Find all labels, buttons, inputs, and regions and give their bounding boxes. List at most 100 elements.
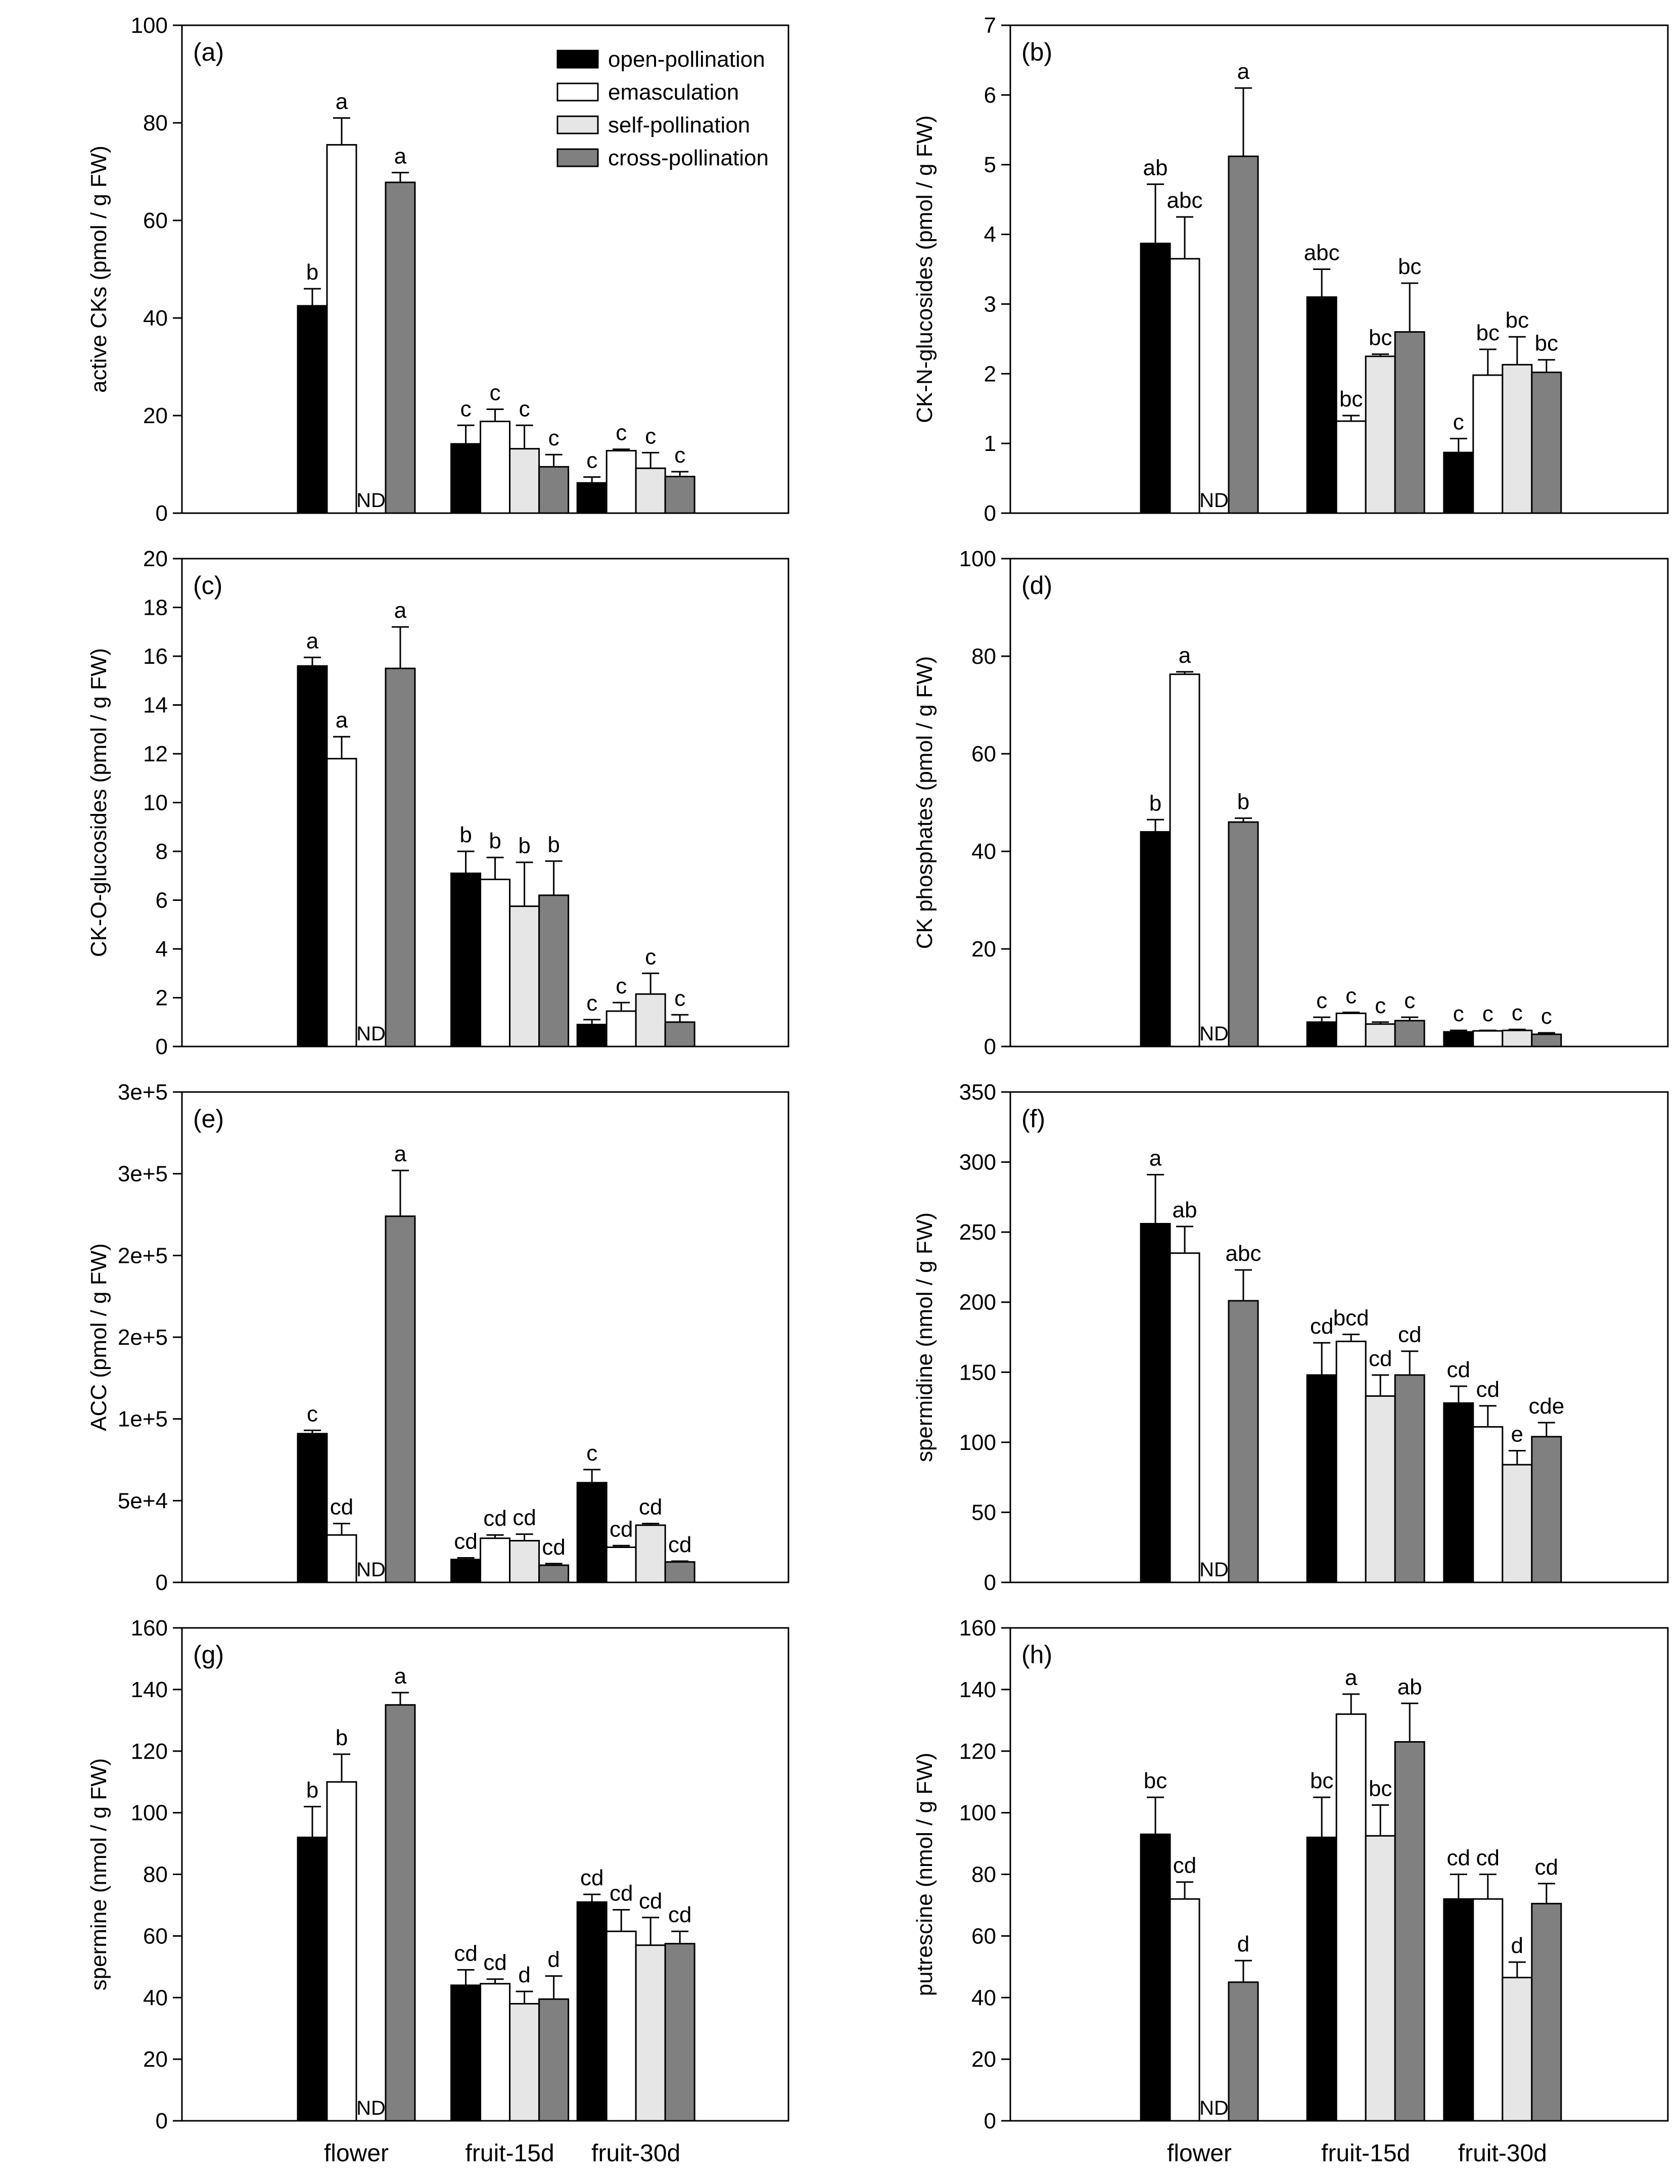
y-tick-label: 300 xyxy=(959,1150,996,1175)
bar-cross-pollination xyxy=(1531,1902,1562,2122)
bar-open-pollination xyxy=(450,1984,482,2122)
bar-open-pollination xyxy=(1306,1374,1337,1583)
bar-cross-pollination xyxy=(385,1215,416,1583)
y-axis-title: CK phosphates (pmol / g FW) xyxy=(912,656,937,949)
panel-label: (h) xyxy=(1021,1641,1052,1669)
bar-open-pollination xyxy=(1443,1898,1474,2122)
significance-letter: a xyxy=(1149,1146,1162,1171)
bar-emasculation xyxy=(1169,1898,1200,2122)
bar-emasculation xyxy=(1169,1252,1200,1583)
nd-label: ND xyxy=(356,2097,386,2119)
y-tick-label: 140 xyxy=(131,1677,168,1702)
significance-letter: b xyxy=(306,1778,318,1802)
bar-self-pollination xyxy=(635,1944,666,2122)
bar-cross-pollination xyxy=(538,466,570,514)
significance-letter: cd xyxy=(639,1889,662,1914)
legend-swatch-emasculation xyxy=(556,82,599,102)
bar-emasculation xyxy=(1472,1030,1504,1048)
significance-letter: cd xyxy=(454,1529,477,1554)
bar-cross-pollination xyxy=(1394,1020,1425,1048)
significance-letter: c xyxy=(1375,993,1386,1018)
significance-letter: c xyxy=(1404,988,1415,1013)
bar-cross-pollination xyxy=(1531,1436,1562,1583)
bar-open-pollination xyxy=(1140,242,1171,514)
bar-open-pollination xyxy=(1140,831,1171,1048)
y-tick-label: 7 xyxy=(984,13,996,38)
significance-letter: cd xyxy=(1398,1323,1421,1347)
bar-emasculation xyxy=(480,1537,511,1583)
significance-letter: a xyxy=(1345,1665,1358,1690)
significance-letter: a xyxy=(394,598,407,623)
bar-emasculation xyxy=(480,1983,511,2122)
legend-swatch-cross-pollination xyxy=(556,148,599,167)
panel-label: (d) xyxy=(1021,571,1052,600)
legend-swatch-open-pollination xyxy=(556,50,599,69)
significance-letter: cd xyxy=(610,1517,633,1541)
significance-letter: bcd xyxy=(1333,1305,1369,1330)
y-tick-label: 100 xyxy=(959,1430,996,1455)
y-tick-label: 0 xyxy=(156,1570,168,1595)
significance-letter: bc xyxy=(1506,308,1529,333)
bar-emasculation xyxy=(1335,1713,1367,2122)
y-tick-label: 160 xyxy=(131,1616,168,1641)
bar-emasculation xyxy=(1472,374,1504,514)
y-tick-label: 6 xyxy=(984,83,996,108)
bar-open-pollination xyxy=(1443,451,1474,514)
chart-panel-6: 0 20 40 60 80 100 120 140 160 spermine (nmol / g … xyxy=(86,1616,789,2167)
y-tick-label: 20 xyxy=(971,937,996,962)
bar-self-pollination xyxy=(509,2003,540,2122)
nd-label: ND xyxy=(356,1559,386,1581)
bar-emasculation xyxy=(326,144,357,514)
significance-letter: bc xyxy=(1369,326,1392,350)
significance-letter: c xyxy=(645,424,656,448)
bar-cross-pollination xyxy=(385,181,416,514)
significance-letter: c xyxy=(1453,410,1464,434)
significance-letter: d xyxy=(1511,1933,1523,1958)
bar-cross-pollination xyxy=(664,1021,695,1048)
bar-emasculation xyxy=(1169,673,1200,1048)
y-tick-label: 14 xyxy=(143,693,168,718)
significance-letter: abc xyxy=(1167,188,1203,213)
nd-label: ND xyxy=(1199,2097,1229,2119)
nd-label: ND xyxy=(356,1023,386,1045)
significance-letter: cd xyxy=(512,1506,536,1530)
significance-letter: a xyxy=(1237,59,1250,84)
bar-self-pollination xyxy=(1365,1395,1396,1583)
bar-open-pollination xyxy=(297,1836,328,2122)
significance-letter: cd xyxy=(1310,1314,1333,1339)
y-tick-label: 4 xyxy=(156,937,168,962)
chart-panel-2: 0 2 4 6 8 10 12 14 16 18 20 CK-O-glucosides (pmol /… xyxy=(86,547,789,1059)
chart-panel-1: 0 1 2 3 4 5 6 7 CK-N-glucosides (pmol / g FW) (b)… xyxy=(912,13,1669,526)
bar-emasculation xyxy=(326,1781,357,2122)
significance-letter: cd xyxy=(668,1902,691,1927)
chart-panel-0: 0 20 40 60 80 100 active CKs (pmol / g FW) (a) b… xyxy=(86,13,789,526)
y-tick-label: 100 xyxy=(959,1801,996,1826)
significance-letter: c xyxy=(1453,1002,1464,1026)
bar-open-pollination xyxy=(297,665,328,1048)
bar-open-pollination xyxy=(1140,1833,1171,2122)
significance-letter: b xyxy=(459,823,472,847)
y-tick-label: 60 xyxy=(143,1924,168,1948)
y-tick-label: 60 xyxy=(971,1924,996,1948)
bar-emasculation xyxy=(1472,1426,1504,1583)
y-tick-label: 60 xyxy=(143,208,168,233)
y-tick-label: 20 xyxy=(143,547,168,571)
bar-emasculation xyxy=(326,758,357,1048)
y-tick-label: 16 xyxy=(143,644,168,669)
significance-letter: cd xyxy=(668,1532,691,1557)
bar-cross-pollination xyxy=(1531,372,1562,514)
bar-cross-pollination xyxy=(538,894,570,1048)
bar-open-pollination xyxy=(1306,1021,1337,1048)
y-axis-title: CK-O-glucosides (pmol / g FW) xyxy=(86,648,111,957)
y-tick-label: 20 xyxy=(143,403,168,428)
bar-open-pollination xyxy=(1443,1031,1474,1048)
nd-label: ND xyxy=(356,489,386,512)
y-tick-label: 20 xyxy=(143,2047,168,2072)
y-tick-label: 0 xyxy=(156,501,168,526)
y-tick-label: 120 xyxy=(131,1739,168,1764)
nd-label: ND xyxy=(1199,1559,1229,1581)
significance-letter: cde xyxy=(1528,1394,1564,1419)
significance-letter: b xyxy=(336,1725,348,1750)
bar-self-pollination xyxy=(1502,1029,1533,1048)
y-tick-label: 80 xyxy=(143,1862,168,1887)
